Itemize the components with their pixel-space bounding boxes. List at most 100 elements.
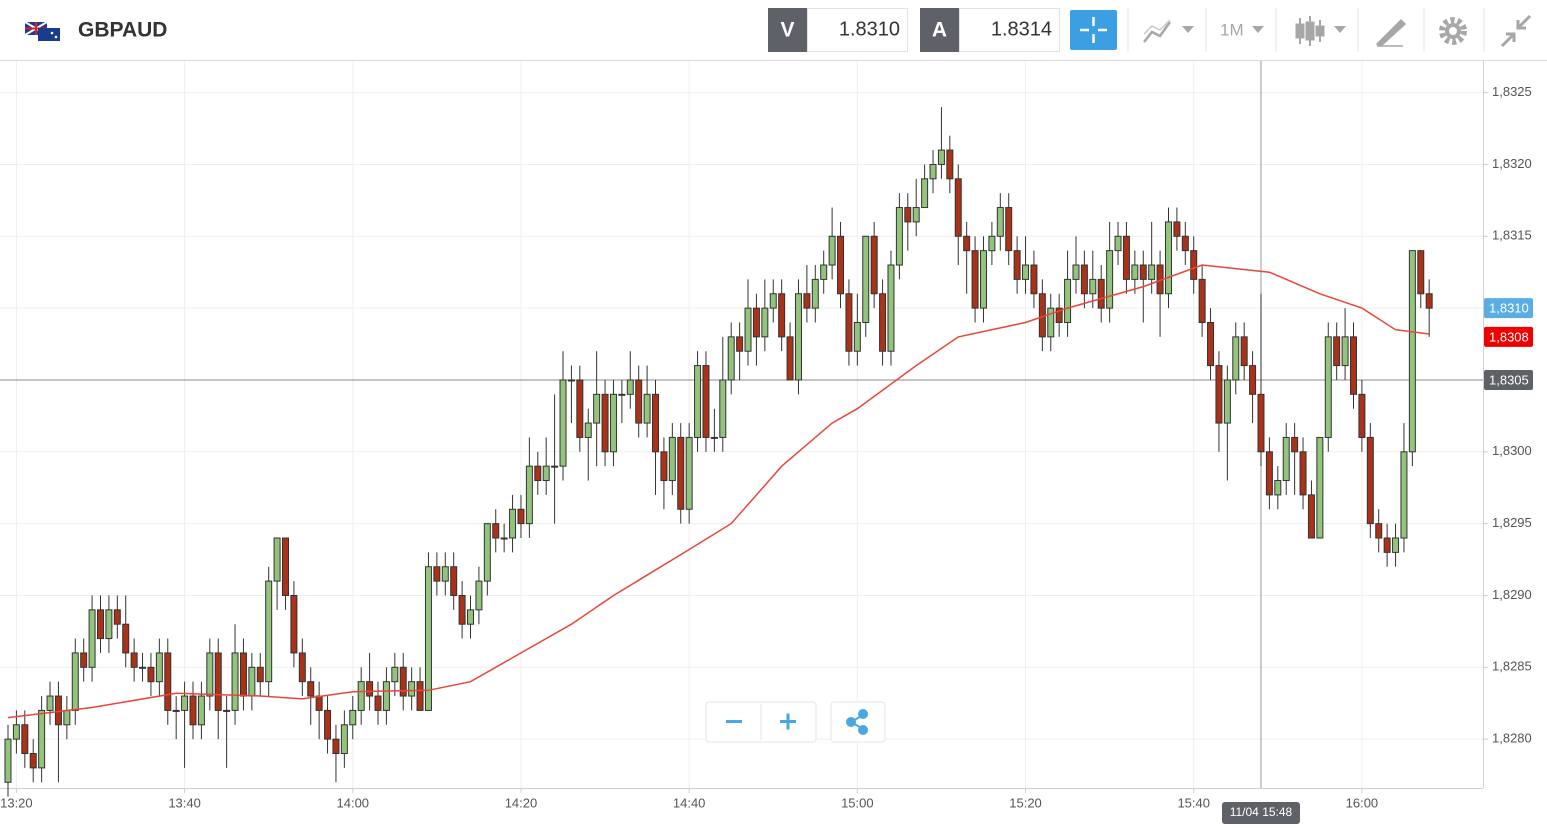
crosshair-time-box	[1221, 802, 1300, 824]
candle-body	[567, 379, 575, 382]
candle-body	[424, 566, 432, 711]
buy-price[interactable]: 1.8314	[991, 18, 1052, 40]
candle-body	[273, 537, 281, 582]
candle-body	[408, 681, 416, 697]
sell-price-box[interactable]	[807, 8, 908, 52]
candle-body	[1064, 278, 1072, 323]
candle-body	[1274, 480, 1282, 496]
candle-body	[433, 566, 441, 582]
candle-body	[1358, 393, 1366, 438]
candle-body	[618, 393, 626, 396]
y-tick-label: 1,8290	[1492, 587, 1532, 602]
candle-body	[1400, 451, 1408, 539]
chart-type-icon[interactable]	[1143, 21, 1172, 43]
candle-body	[1257, 393, 1265, 453]
candle-body	[685, 436, 693, 510]
buy-button[interactable]	[920, 8, 959, 52]
candle-body	[677, 436, 685, 510]
candle-body	[492, 523, 500, 539]
buy-label[interactable]: A	[932, 19, 947, 42]
crosshair-button[interactable]	[1070, 10, 1117, 50]
sell-button[interactable]	[768, 8, 807, 52]
candle-body	[769, 293, 777, 309]
candles-icon[interactable]	[1295, 16, 1325, 46]
candle-body	[1223, 379, 1231, 424]
candle-body	[559, 379, 567, 467]
candle-body	[912, 207, 920, 223]
price-marker-label: 1,8310	[1489, 301, 1529, 316]
settings-icon[interactable]	[1439, 17, 1467, 45]
candle-body	[694, 365, 702, 438]
toolbar: GBPAUD V 1.8310 A 1.8314 1M	[0, 8, 1547, 61]
zoom-in[interactable]	[780, 713, 796, 730]
crosshair-price-box	[1484, 369, 1533, 390]
candle-body	[382, 681, 390, 711]
x-tick-label: 13:40	[168, 795, 201, 810]
price-marker	[1484, 298, 1533, 319]
candle-body	[601, 393, 609, 453]
candle-body	[475, 580, 483, 611]
x-tick-label: 14:20	[505, 795, 538, 810]
candle-body	[96, 609, 104, 640]
sell-label[interactable]: V	[780, 19, 794, 42]
sell-price[interactable]: 1.8310	[839, 18, 900, 40]
collapse-icon[interactable]	[1500, 14, 1532, 48]
flag-icon	[24, 21, 60, 41]
candle-body	[786, 336, 794, 381]
symbol: GBPAUD	[78, 19, 167, 42]
candle-body	[517, 508, 525, 525]
candle-body	[1392, 537, 1400, 553]
candle-body	[298, 652, 306, 683]
candle-body	[626, 379, 634, 395]
candle-body	[130, 652, 138, 668]
y-tick-label: 1,8280	[1492, 731, 1532, 746]
candle-body	[576, 379, 584, 438]
candle-body	[164, 652, 172, 711]
candle-body	[1198, 278, 1206, 323]
candle-body	[1349, 336, 1357, 395]
candle-body	[895, 207, 903, 266]
candle-body	[467, 609, 475, 625]
candle-body	[534, 465, 542, 482]
dropdown-arrow[interactable]	[1334, 26, 1346, 33]
plot	[4, 106, 1433, 797]
timeframe[interactable]: 1M	[1220, 20, 1244, 39]
candle-body	[946, 149, 954, 180]
candle-body	[635, 379, 643, 424]
dropdown-arrow[interactable]	[1252, 26, 1264, 33]
candle-body	[820, 264, 828, 280]
candle-body	[736, 336, 744, 352]
candle-body	[1030, 264, 1038, 295]
candle-body	[315, 695, 323, 711]
dropdown-arrow[interactable]	[1182, 26, 1194, 33]
candle-body	[1013, 250, 1021, 280]
buy-price-box[interactable]	[959, 8, 1060, 52]
y-tick-label: 1,8325	[1492, 84, 1532, 99]
candle-body	[1022, 264, 1030, 280]
candle-body	[744, 307, 752, 352]
candle-body	[1106, 250, 1114, 309]
share-icon[interactable]	[846, 709, 868, 735]
draw-icon[interactable]	[1375, 18, 1407, 47]
candle-body	[1080, 264, 1088, 295]
candle-body	[668, 436, 676, 482]
candle-body	[483, 523, 491, 582]
candle-body	[811, 278, 819, 309]
candle-body	[80, 652, 88, 668]
y-tick-label: 1,8285	[1492, 659, 1532, 674]
y-tick-label: 1,8315	[1492, 228, 1532, 243]
candle-body	[954, 178, 962, 237]
candle-body	[710, 436, 718, 439]
candle-body	[584, 422, 592, 438]
candle-body	[525, 465, 533, 525]
candle-body	[139, 666, 147, 669]
candle-body	[1047, 307, 1055, 338]
candle-body	[1249, 365, 1257, 395]
candle-body	[1232, 336, 1240, 381]
candle-body	[1173, 221, 1181, 237]
candle-body	[794, 293, 802, 381]
candle-body	[778, 293, 786, 338]
candle-body	[265, 580, 273, 683]
candle-body	[828, 235, 836, 266]
